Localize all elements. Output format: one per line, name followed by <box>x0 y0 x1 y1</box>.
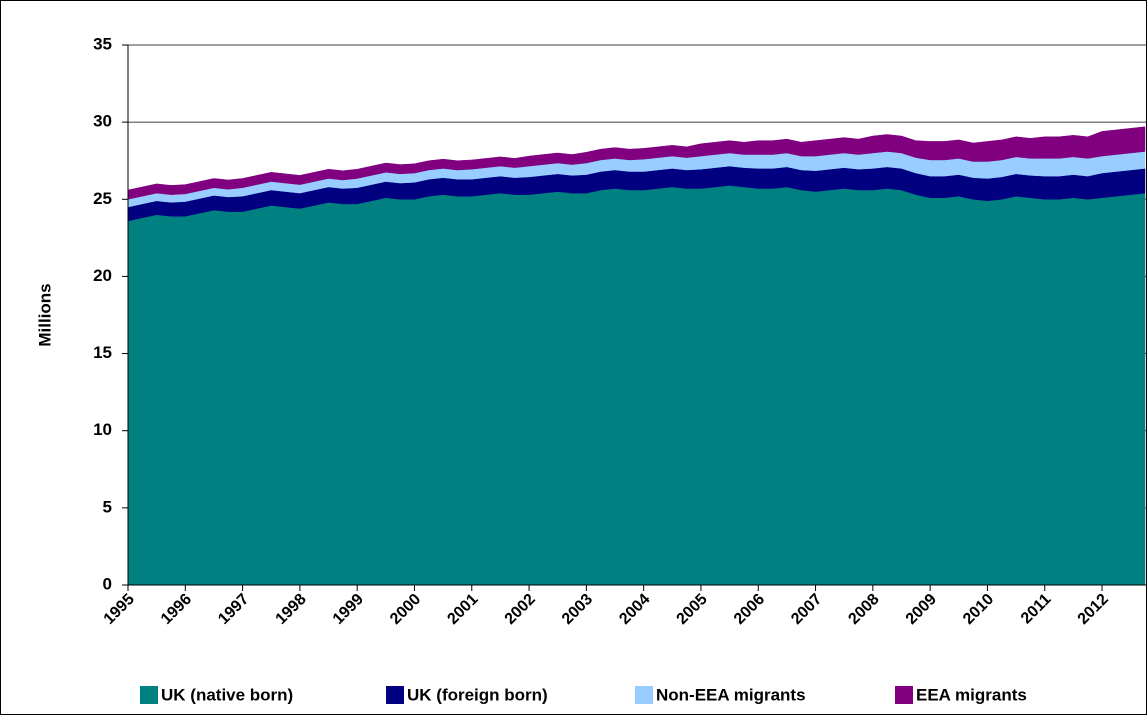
area <box>127 126 1146 200</box>
y-tick-label: 25 <box>93 189 112 208</box>
legend-swatch <box>635 686 653 704</box>
legend-label: EEA migrants <box>916 685 1027 704</box>
y-tick-label: 5 <box>103 497 112 516</box>
y-tick-label: 15 <box>93 343 112 362</box>
area <box>127 185 1146 586</box>
legend-label: Non-EEA migrants <box>656 685 806 704</box>
y-tick-label: 0 <box>103 574 112 593</box>
y-tick-label: 30 <box>93 112 112 131</box>
legend-swatch <box>386 686 404 704</box>
legend-swatch <box>140 686 158 704</box>
legend-swatch <box>895 686 913 704</box>
y-tick-label: 20 <box>93 266 112 285</box>
legend-label: UK (native born) <box>161 685 293 704</box>
y-tick-label: 35 <box>93 34 112 53</box>
legend-label: UK (foreign born) <box>407 685 548 704</box>
y-tick-label: 10 <box>93 420 112 439</box>
y-axis-title: Millions <box>35 283 54 346</box>
